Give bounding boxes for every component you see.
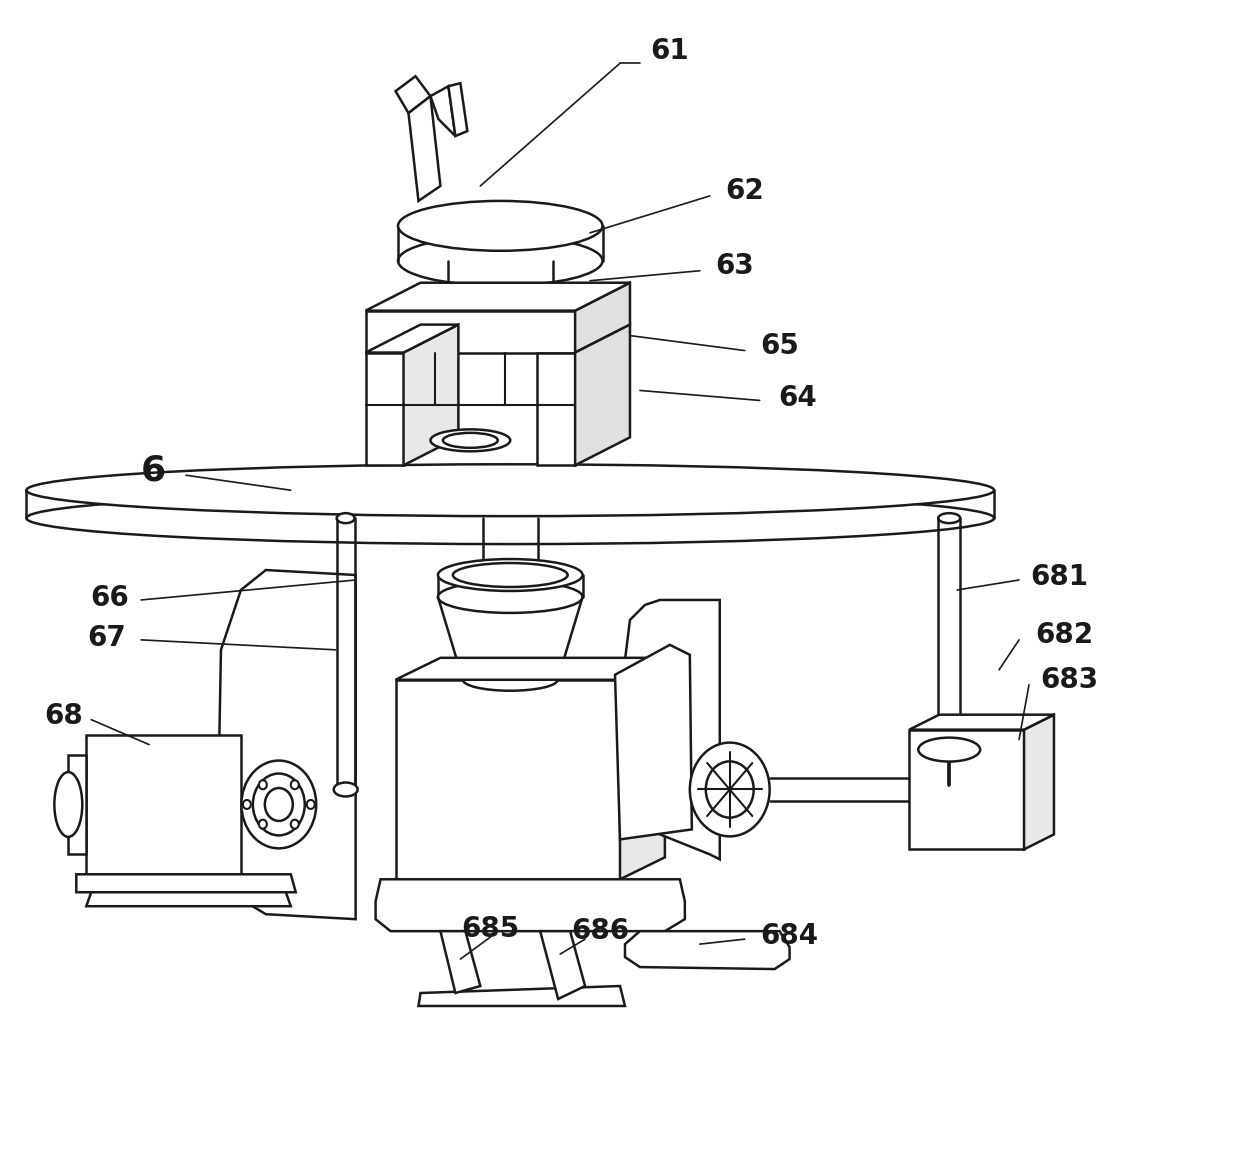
Polygon shape	[395, 680, 620, 879]
Text: 64: 64	[778, 384, 817, 413]
Polygon shape	[909, 715, 1054, 730]
Text: 62: 62	[725, 177, 764, 205]
Text: 67: 67	[87, 624, 125, 652]
Ellipse shape	[243, 800, 250, 809]
Ellipse shape	[265, 788, 292, 821]
Ellipse shape	[26, 492, 994, 544]
Polygon shape	[219, 570, 356, 919]
Ellipse shape	[259, 781, 266, 789]
Polygon shape	[366, 283, 629, 311]
Ellipse shape	[483, 568, 538, 582]
Polygon shape	[395, 77, 430, 114]
Polygon shape	[87, 892, 291, 906]
Ellipse shape	[337, 513, 354, 523]
Ellipse shape	[437, 559, 582, 590]
Ellipse shape	[690, 742, 769, 836]
Ellipse shape	[938, 513, 960, 523]
Text: 61: 61	[650, 37, 689, 65]
Polygon shape	[366, 311, 575, 353]
Text: 685: 685	[461, 915, 519, 943]
Ellipse shape	[259, 820, 266, 828]
Polygon shape	[77, 875, 296, 892]
Ellipse shape	[253, 774, 305, 835]
Text: 63: 63	[715, 252, 755, 280]
Polygon shape	[366, 353, 404, 465]
Text: 6: 6	[140, 454, 166, 487]
Polygon shape	[430, 86, 456, 136]
Ellipse shape	[291, 781, 299, 789]
Polygon shape	[440, 931, 481, 993]
Polygon shape	[540, 931, 585, 999]
Polygon shape	[575, 283, 629, 353]
Ellipse shape	[442, 433, 498, 448]
Text: 681: 681	[1030, 563, 1088, 590]
Polygon shape	[1023, 715, 1054, 849]
Text: 686: 686	[571, 918, 629, 945]
Polygon shape	[575, 325, 629, 465]
Ellipse shape	[333, 783, 358, 797]
Polygon shape	[409, 96, 440, 201]
Polygon shape	[404, 325, 458, 465]
Polygon shape	[620, 658, 665, 879]
Ellipse shape	[437, 581, 582, 612]
Text: 682: 682	[1035, 621, 1093, 648]
Polygon shape	[375, 879, 685, 931]
Polygon shape	[68, 755, 87, 855]
Polygon shape	[449, 84, 467, 136]
Text: 683: 683	[1040, 666, 1098, 694]
Ellipse shape	[26, 464, 994, 516]
Ellipse shape	[706, 761, 753, 818]
Ellipse shape	[242, 761, 316, 848]
Text: 66: 66	[90, 583, 129, 612]
Polygon shape	[624, 931, 789, 969]
Ellipse shape	[398, 235, 602, 285]
Ellipse shape	[918, 738, 980, 762]
Ellipse shape	[430, 429, 510, 451]
Ellipse shape	[398, 201, 602, 251]
Bar	[87, 734, 240, 875]
Ellipse shape	[449, 299, 553, 321]
Polygon shape	[366, 325, 458, 353]
Ellipse shape	[453, 563, 567, 587]
Text: 684: 684	[761, 922, 819, 950]
Ellipse shape	[463, 669, 558, 690]
Text: 68: 68	[43, 702, 83, 730]
Ellipse shape	[55, 773, 82, 836]
Polygon shape	[909, 730, 1023, 849]
Polygon shape	[538, 353, 575, 465]
Polygon shape	[615, 645, 691, 840]
Polygon shape	[419, 986, 624, 1006]
Polygon shape	[624, 600, 720, 860]
Ellipse shape	[291, 820, 299, 828]
Text: 65: 65	[761, 332, 799, 360]
Ellipse shape	[307, 800, 315, 809]
Polygon shape	[395, 658, 665, 680]
